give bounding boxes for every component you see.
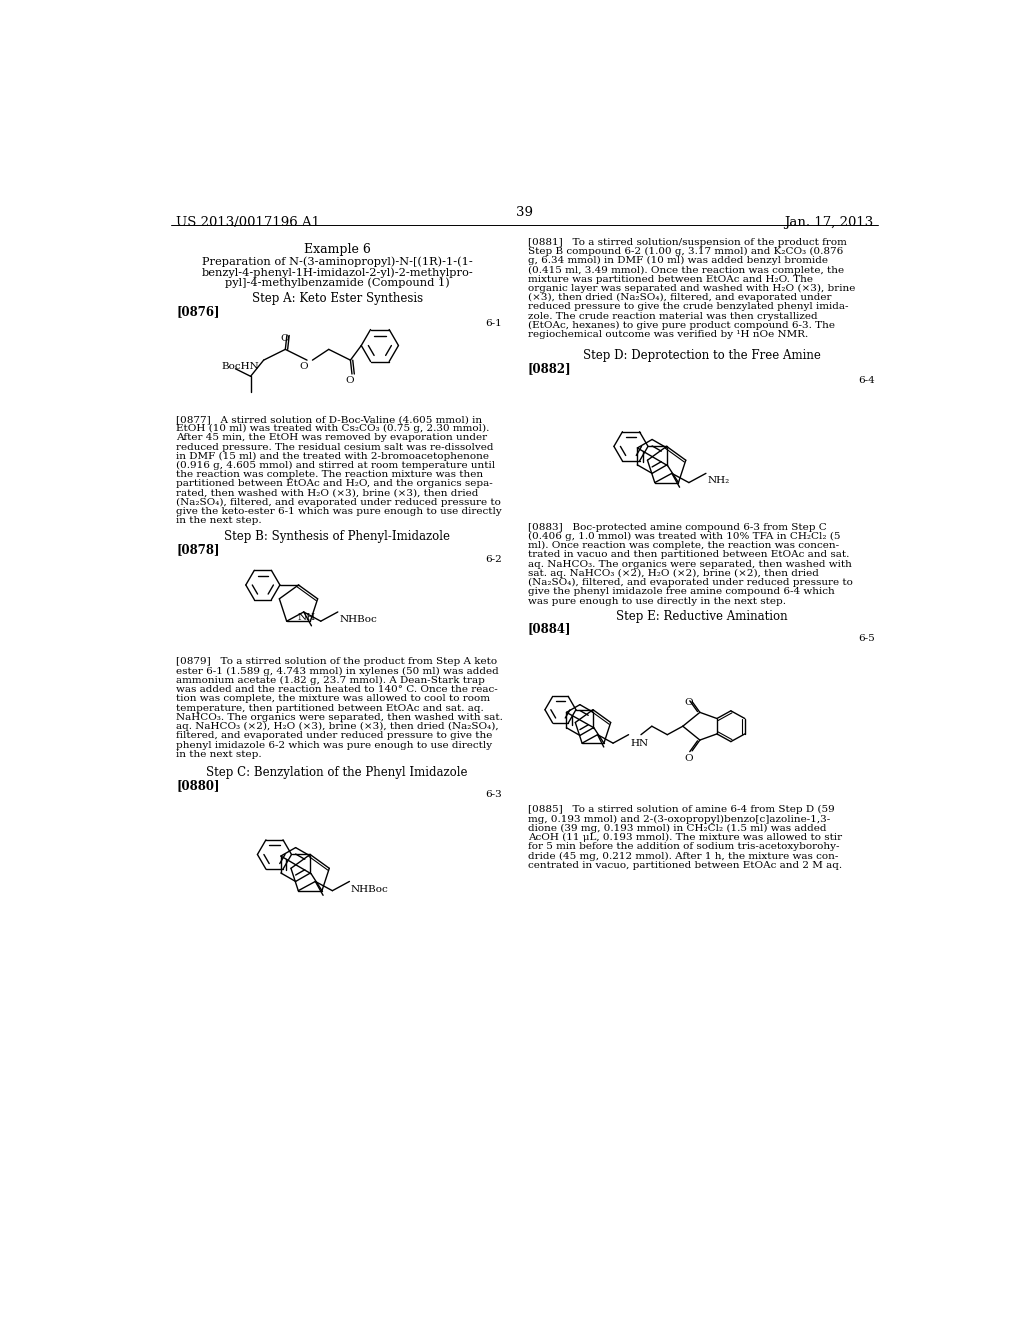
- Text: US 2013/0017196 A1: US 2013/0017196 A1: [176, 216, 321, 230]
- Text: HN: HN: [630, 738, 648, 747]
- Text: [0878]: [0878]: [176, 544, 219, 557]
- Text: O: O: [685, 754, 693, 763]
- Text: trated in vacuo and then partitioned between EtOAc and sat.: trated in vacuo and then partitioned bet…: [528, 550, 849, 560]
- Text: rated, then washed with H₂O (×3), brine (×3), then dried: rated, then washed with H₂O (×3), brine …: [176, 488, 478, 498]
- Text: (Na₂SO₄), filtered, and evaporated under reduced pressure to: (Na₂SO₄), filtered, and evaporated under…: [528, 578, 853, 587]
- Text: BocHN: BocHN: [221, 363, 259, 371]
- Text: [0884]: [0884]: [528, 622, 571, 635]
- Text: [0882]: [0882]: [528, 363, 571, 375]
- Text: O: O: [345, 376, 354, 384]
- Text: (Na₂SO₄), filtered, and evaporated under reduced pressure to: (Na₂SO₄), filtered, and evaporated under…: [176, 498, 501, 507]
- Text: partitioned between EtOAc and H₂O, and the organics sepa-: partitioned between EtOAc and H₂O, and t…: [176, 479, 493, 488]
- Text: 6-2: 6-2: [484, 554, 502, 564]
- Text: tion was complete, the mixture was allowed to cool to room: tion was complete, the mixture was allow…: [176, 694, 490, 704]
- Text: mixture was partitioned between EtOAc and H₂O. The: mixture was partitioned between EtOAc an…: [528, 275, 813, 284]
- Text: dride (45 mg, 0.212 mmol). After 1 h, the mixture was con-: dride (45 mg, 0.212 mmol). After 1 h, th…: [528, 851, 839, 861]
- Text: give the keto-ester 6-1 which was pure enough to use directly: give the keto-ester 6-1 which was pure e…: [176, 507, 502, 516]
- Text: After 45 min, the EtOH was removed by evaporation under: After 45 min, the EtOH was removed by ev…: [176, 433, 487, 442]
- Text: [0880]: [0880]: [176, 779, 219, 792]
- Text: NH₂: NH₂: [708, 477, 730, 486]
- Text: AcOH (11 μL, 0.193 mmol). The mixture was allowed to stir: AcOH (11 μL, 0.193 mmol). The mixture wa…: [528, 833, 842, 842]
- Text: reduced pressure to give the crude benzylated phenyl imida-: reduced pressure to give the crude benzy…: [528, 302, 849, 312]
- Text: Preparation of N-(3-aminopropyl)-N-[(1R)-1-(1-: Preparation of N-(3-aminopropyl)-N-[(1R)…: [202, 256, 473, 267]
- Text: Step D: Deprotection to the Free Amine: Step D: Deprotection to the Free Amine: [583, 350, 820, 363]
- Text: NHBoc: NHBoc: [351, 884, 389, 894]
- Text: NHBoc: NHBoc: [339, 615, 377, 624]
- Text: (0.916 g, 4.605 mmol) and stirred at room temperature until: (0.916 g, 4.605 mmol) and stirred at roo…: [176, 461, 496, 470]
- Text: [0876]: [0876]: [176, 305, 219, 318]
- Text: pyl]-4-methylbenzamide (Compound 1): pyl]-4-methylbenzamide (Compound 1): [225, 277, 450, 288]
- Text: filtered, and evaporated under reduced pressure to give the: filtered, and evaporated under reduced p…: [176, 731, 493, 741]
- Text: 6-3: 6-3: [484, 789, 502, 799]
- Text: ml). Once reaction was complete, the reaction was concen-: ml). Once reaction was complete, the rea…: [528, 541, 839, 550]
- Text: Step E: Reductive Amination: Step E: Reductive Amination: [615, 610, 787, 623]
- Text: g, 6.34 mmol) in DMF (10 ml) was added benzyl bromide: g, 6.34 mmol) in DMF (10 ml) was added b…: [528, 256, 827, 265]
- Text: Step B: Synthesis of Phenyl-Imidazole: Step B: Synthesis of Phenyl-Imidazole: [224, 531, 451, 544]
- Text: (0.406 g, 1.0 mmol) was treated with 10% TFA in CH₂Cl₂ (5: (0.406 g, 1.0 mmol) was treated with 10%…: [528, 532, 841, 541]
- Text: benzyl-4-phenyl-1H-imidazol-2-yl)-2-methylpro-: benzyl-4-phenyl-1H-imidazol-2-yl)-2-meth…: [202, 267, 473, 277]
- Text: in the next step.: in the next step.: [176, 516, 262, 525]
- Text: for 5 min before the addition of sodium tris-acetoxyborohy-: for 5 min before the addition of sodium …: [528, 842, 840, 851]
- Text: (×3), then dried (Na₂SO₄), filtered, and evaporated under: (×3), then dried (Na₂SO₄), filtered, and…: [528, 293, 831, 302]
- Text: reduced pressure. The residual cesium salt was re-dissolved: reduced pressure. The residual cesium sa…: [176, 442, 494, 451]
- Text: ester 6-1 (1.589 g, 4.743 mmol) in xylenes (50 ml) was added: ester 6-1 (1.589 g, 4.743 mmol) in xylen…: [176, 667, 499, 676]
- Text: (0.415 ml, 3.49 mmol). Once the reaction was complete, the: (0.415 ml, 3.49 mmol). Once the reaction…: [528, 265, 844, 275]
- Text: sat. aq. NaHCO₃ (×2), H₂O (×2), brine (×2), then dried: sat. aq. NaHCO₃ (×2), H₂O (×2), brine (×…: [528, 569, 819, 578]
- Text: in the next step.: in the next step.: [176, 750, 262, 759]
- Text: Jan. 17, 2013: Jan. 17, 2013: [784, 216, 873, 230]
- Text: centrated in vacuo, partitioned between EtOAc and 2 M aq.: centrated in vacuo, partitioned between …: [528, 861, 842, 870]
- Text: was added and the reaction heated to 140° C. Once the reac-: was added and the reaction heated to 140…: [176, 685, 498, 694]
- Text: was pure enough to use directly in the next step.: was pure enough to use directly in the n…: [528, 597, 785, 606]
- Text: mg, 0.193 mmol) and 2-(3-oxopropyl)benzo[c]azoline-1,3-: mg, 0.193 mmol) and 2-(3-oxopropyl)benzo…: [528, 814, 830, 824]
- Text: aq. NaHCO₃ (×2), H₂O (×3), brine (×3), then dried (Na₂SO₄),: aq. NaHCO₃ (×2), H₂O (×3), brine (×3), t…: [176, 722, 499, 731]
- Text: 6-1: 6-1: [484, 318, 502, 327]
- Text: regiochemical outcome was verified by ¹H nOe NMR.: regiochemical outcome was verified by ¹H…: [528, 330, 808, 339]
- Text: organic layer was separated and washed with H₂O (×3), brine: organic layer was separated and washed w…: [528, 284, 855, 293]
- Text: (EtOAc, hexanes) to give pure product compound 6-3. The: (EtOAc, hexanes) to give pure product co…: [528, 321, 835, 330]
- Text: [0879]   To a stirred solution of the product from Step A keto: [0879] To a stirred solution of the prod…: [176, 657, 498, 667]
- Text: in DMF (15 ml) and the treated with 2-bromoacetophenone: in DMF (15 ml) and the treated with 2-br…: [176, 451, 489, 461]
- Text: the reaction was complete. The reaction mixture was then: the reaction was complete. The reaction …: [176, 470, 483, 479]
- Text: [0885]   To a stirred solution of amine 6-4 from Step D (59: [0885] To a stirred solution of amine 6-…: [528, 805, 835, 814]
- Text: temperature, then partitioned between EtOAc and sat. aq.: temperature, then partitioned between Et…: [176, 704, 483, 713]
- Text: dione (39 mg, 0.193 mmol) in CH₂Cl₂ (1.5 ml) was added: dione (39 mg, 0.193 mmol) in CH₂Cl₂ (1.5…: [528, 824, 826, 833]
- Text: [0877]   A stirred solution of D-Boc-Valine (4.605 mmol) in: [0877] A stirred solution of D-Boc-Valin…: [176, 414, 482, 424]
- Text: Example 6: Example 6: [304, 243, 371, 256]
- Text: Step B compound 6-2 (1.00 g, 3.17 mmol) and K₂CO₃ (0.876: Step B compound 6-2 (1.00 g, 3.17 mmol) …: [528, 247, 843, 256]
- Text: O: O: [281, 334, 289, 343]
- Text: NaHCO₃. The organics were separated, then washed with sat.: NaHCO₃. The organics were separated, the…: [176, 713, 503, 722]
- Text: ammonium acetate (1.82 g, 23.7 mmol). A Dean-Stark trap: ammonium acetate (1.82 g, 23.7 mmol). A …: [176, 676, 485, 685]
- Text: zole. The crude reaction material was then crystallized: zole. The crude reaction material was th…: [528, 312, 817, 321]
- Text: give the phenyl imidazole free amine compound 6-4 which: give the phenyl imidazole free amine com…: [528, 587, 835, 597]
- Text: aq. NaHCO₃. The organics were separated, then washed with: aq. NaHCO₃. The organics were separated,…: [528, 560, 852, 569]
- Text: NH: NH: [298, 614, 316, 623]
- Text: EtOH (10 ml) was treated with Cs₂CO₃ (0.75 g, 2.30 mmol).: EtOH (10 ml) was treated with Cs₂CO₃ (0.…: [176, 424, 489, 433]
- Text: Step A: Keto Ester Synthesis: Step A: Keto Ester Synthesis: [252, 292, 423, 305]
- Text: phenyl imidazole 6-2 which was pure enough to use directly: phenyl imidazole 6-2 which was pure enou…: [176, 741, 493, 750]
- Text: [0883]   Boc-protected amine compound 6-3 from Step C: [0883] Boc-protected amine compound 6-3 …: [528, 523, 826, 532]
- Text: 6-4: 6-4: [858, 376, 876, 384]
- Text: 6-5: 6-5: [858, 635, 876, 643]
- Text: [0881]   To a stirred solution/suspension of the product from: [0881] To a stirred solution/suspension …: [528, 238, 847, 247]
- Text: O: O: [300, 363, 308, 371]
- Text: O: O: [685, 698, 693, 708]
- Text: Step C: Benzylation of the Phenyl Imidazole: Step C: Benzylation of the Phenyl Imidaz…: [207, 766, 468, 779]
- Text: 39: 39: [516, 206, 534, 219]
